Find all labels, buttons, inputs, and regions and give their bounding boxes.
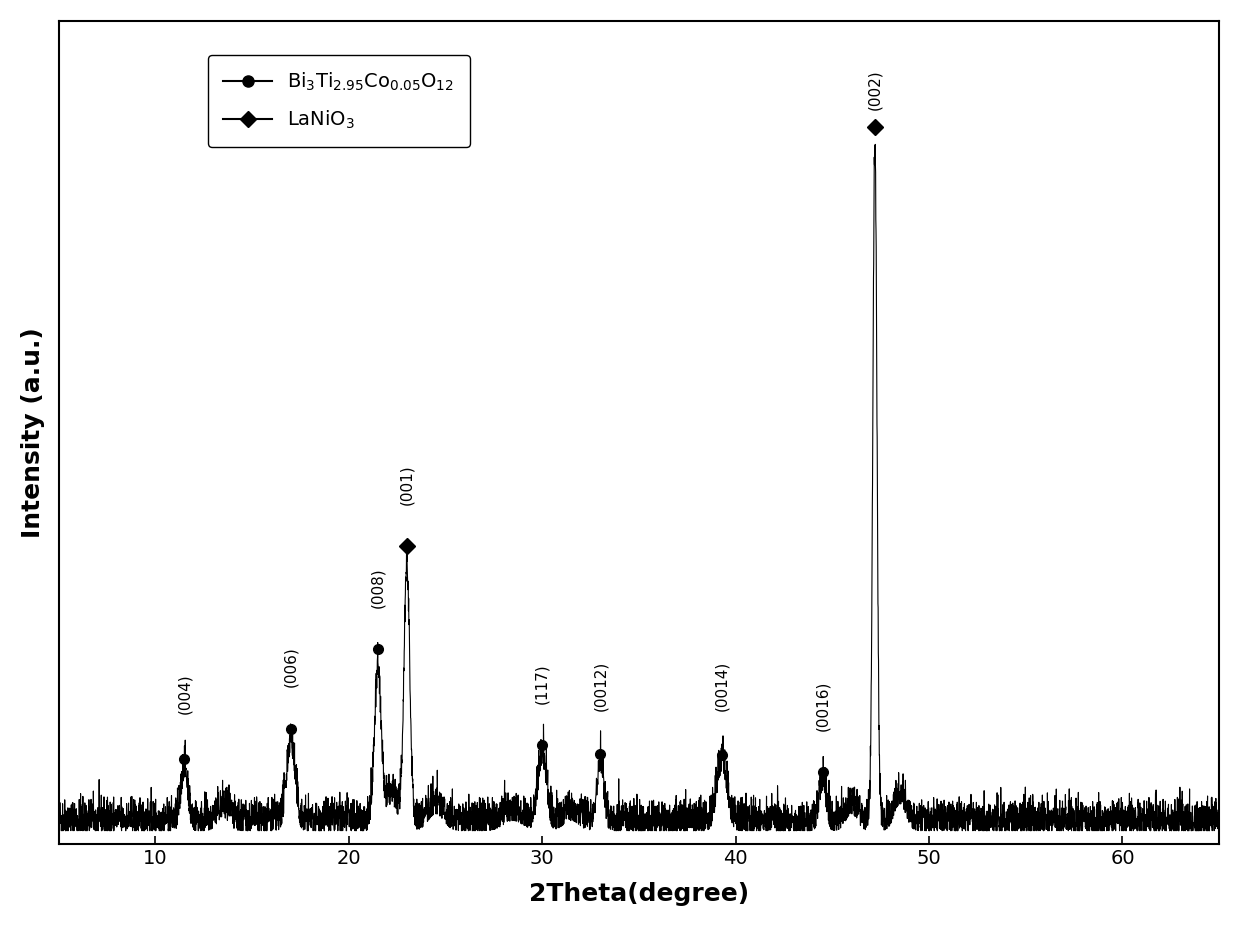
Text: (117): (117) [534,663,549,704]
Text: (006): (006) [283,646,299,687]
Legend: Bi$_3$Ti$_{2.95}$Co$_{0.05}$O$_{12}$, LaNiO$_3$: Bi$_3$Ti$_{2.95}$Co$_{0.05}$O$_{12}$, La… [207,56,470,146]
Text: (0012): (0012) [593,660,608,711]
X-axis label: 2Theta(degree): 2Theta(degree) [529,883,749,907]
Text: (0014): (0014) [714,660,729,711]
Text: (0016): (0016) [815,680,831,731]
Text: (001): (001) [399,464,414,504]
Text: (004): (004) [177,673,192,714]
Y-axis label: Intensity (a.u.): Intensity (a.u.) [21,327,45,538]
Text: (008): (008) [371,567,386,607]
Text: (002): (002) [868,70,883,110]
